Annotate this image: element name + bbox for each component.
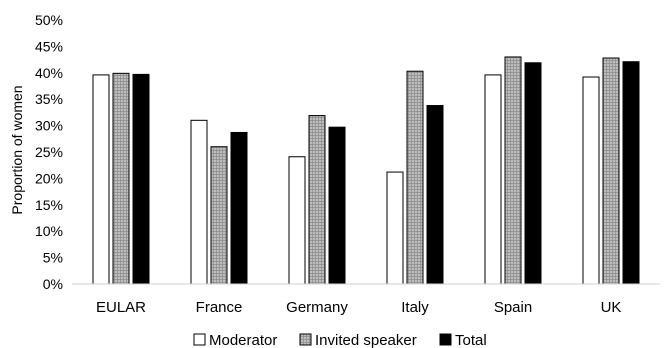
bar — [308, 115, 326, 285]
bar-series-group — [92, 56, 640, 285]
y-tick-label: 5% — [43, 250, 63, 266]
legend-label: Moderator — [209, 332, 277, 348]
bar — [426, 105, 444, 285]
x-tick-label: Italy — [401, 299, 429, 316]
legend: Moderator Invited speaker Total — [193, 332, 487, 348]
legend-swatch — [439, 333, 452, 346]
legend-label: Total — [455, 332, 487, 348]
y-tick-label: 25% — [35, 144, 63, 160]
y-tick-label: 50% — [35, 12, 63, 28]
y-tick-label: 35% — [35, 91, 63, 107]
y-tick-label: 20% — [35, 170, 63, 186]
bar — [622, 61, 640, 285]
x-tick-label: France — [196, 299, 243, 316]
x-axis-labels: EULAR France Germany Italy Spain UK — [96, 299, 621, 316]
x-tick-label: Germany — [286, 299, 348, 316]
bar — [504, 56, 522, 285]
bar — [190, 119, 208, 285]
bar — [132, 73, 150, 285]
bar — [386, 171, 404, 285]
y-tick-label: 45% — [35, 38, 63, 54]
bar — [582, 76, 600, 285]
legend-swatch — [299, 333, 312, 346]
y-tick-label: 0% — [43, 276, 63, 292]
y-tick-label: 30% — [35, 118, 63, 134]
legend-label: Invited speaker — [315, 332, 417, 348]
y-tick-label: 10% — [35, 223, 63, 239]
x-tick-label: UK — [601, 299, 622, 316]
x-tick-label: Spain — [494, 299, 532, 316]
bar — [328, 126, 346, 285]
y-axis-ticks: 0% 5% 10% 15% 20% 25% 30% 35% 40% 45% 50% — [35, 12, 63, 292]
y-axis-label: Proportion of women — [9, 85, 25, 214]
bar — [484, 74, 502, 285]
bar — [230, 131, 248, 285]
bar — [288, 156, 306, 285]
bar — [406, 70, 424, 285]
y-tick-label: 15% — [35, 197, 63, 213]
x-tick-label: EULAR — [96, 299, 146, 316]
bar — [210, 146, 228, 285]
bar — [92, 74, 110, 285]
bar — [524, 62, 542, 285]
bar — [602, 57, 620, 285]
bar — [112, 72, 130, 285]
y-tick-label: 40% — [35, 65, 63, 81]
legend-swatch — [193, 333, 206, 346]
